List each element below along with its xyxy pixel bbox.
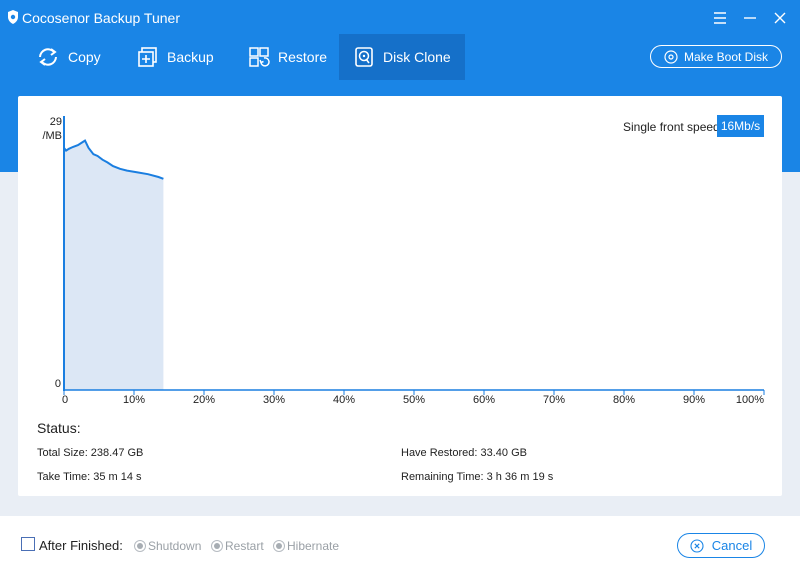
x-tick-label: 80% <box>613 394 635 406</box>
remaining-time-text: Remaining Time: 3 h 36 m 19 s <box>401 471 554 483</box>
speed-area-fill-0 <box>64 140 164 390</box>
make-boot-disk-button[interactable]: Make Boot Disk <box>650 45 782 68</box>
disk-clone-label: Disk Clone <box>383 49 451 65</box>
toolbar: Copy Backup Restore Disk Clone <box>0 34 800 80</box>
radio-dot <box>211 540 223 552</box>
hibernate-label: Hibernate <box>287 539 340 553</box>
have-restored-text: Have Restored: 33.40 GB <box>401 447 527 459</box>
total-size-text: Total Size: 238.47 GB <box>37 447 144 459</box>
cancel-button[interactable]: Cancel <box>677 533 765 558</box>
cancel-icon <box>690 538 704 553</box>
copy-icon <box>39 48 57 66</box>
minimize-icon[interactable] <box>740 8 760 28</box>
restart-label: Restart <box>225 539 264 553</box>
x-tick-label: 10% <box>123 394 145 406</box>
after-finished-checkbox[interactable] <box>21 537 35 551</box>
y-unit-label: /MB <box>42 130 62 142</box>
restore-button[interactable]: Restore <box>234 34 341 80</box>
speed-line-0 <box>63 139 164 180</box>
backup-label: Backup <box>167 49 214 65</box>
shutdown-label: Shutdown <box>148 539 202 553</box>
after-finished-label: After Finished: <box>39 538 123 553</box>
restart-radio[interactable]: Restart <box>211 539 264 553</box>
copy-button[interactable]: Copy <box>22 34 115 80</box>
x-tick-label: 50% <box>403 394 425 406</box>
restore-icon <box>249 47 270 67</box>
x-tick-label: 20% <box>193 394 215 406</box>
x-tick-label: 60% <box>473 394 495 406</box>
speed-value-badge: 16Mb/s <box>717 115 764 137</box>
x-tick-label: 30% <box>263 394 285 406</box>
disk-clone-button[interactable]: Disk Clone <box>339 34 465 80</box>
menu-icon[interactable] <box>710 8 730 28</box>
x-tick-label: 100% <box>736 394 764 406</box>
shutdown-radio[interactable]: Shutdown <box>134 539 201 553</box>
disk-clone-icon <box>355 47 373 67</box>
restore-label: Restore <box>278 49 328 65</box>
hibernate-radio[interactable]: Hibernate <box>273 539 339 553</box>
title-bar: Cocosenor Backup Tuner <box>0 0 800 36</box>
disc-icon <box>664 49 678 64</box>
radio-dot <box>273 540 285 552</box>
copy-label: Copy <box>68 49 101 65</box>
speed-label: Single front speed <box>623 120 720 134</box>
x-tick-label: 90% <box>683 394 705 406</box>
x-tick-label: 40% <box>333 394 355 406</box>
x-tick-label: 70% <box>543 394 565 406</box>
radio-dot <box>134 540 146 552</box>
x-tick-label: 0 <box>62 394 68 406</box>
status-title: Status: <box>37 420 81 436</box>
y-min-label: 0 <box>55 378 61 390</box>
app-logo-icon <box>8 10 18 24</box>
transfer-speed-chart: 0 10% 20% 30% 40% 50% 60% 70% 80% 90% 100% 29/MB 0 <box>42 116 765 406</box>
make-boot-disk-label: Make Boot Disk <box>683 49 769 64</box>
close-icon[interactable] <box>770 8 790 28</box>
cancel-label: Cancel <box>711 538 753 553</box>
y-max-label: 29 <box>50 116 62 128</box>
app-title: Cocosenor Backup Tuner <box>22 10 180 26</box>
backup-button[interactable]: Backup <box>123 34 228 80</box>
take-time-text: Take Time: 35 m 14 s <box>37 471 142 483</box>
backup-icon <box>138 47 157 67</box>
